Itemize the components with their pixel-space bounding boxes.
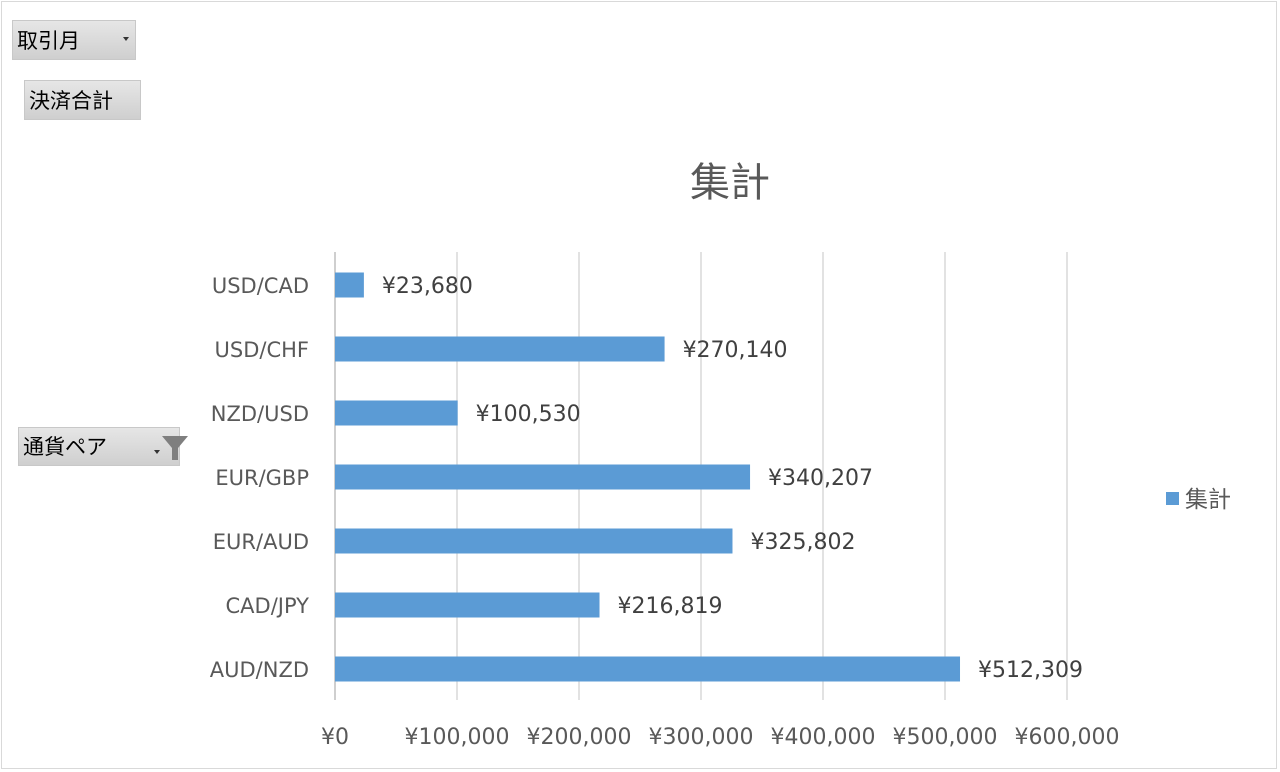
filter-icon[interactable] [160, 434, 190, 462]
legend-label: 集計 [1185, 487, 1231, 513]
bar [335, 464, 751, 490]
x-tick-label: ¥300,000 [649, 725, 754, 750]
legend: 集計 [1166, 480, 1231, 513]
bar [335, 400, 458, 426]
bar [335, 272, 364, 298]
x-tick-label: ¥100,000 [405, 725, 510, 750]
pair-filter-button[interactable]: 通貨ペア [18, 427, 188, 466]
category-label: AUD/NZD [210, 658, 309, 682]
data-label: ¥325,802 [750, 530, 855, 555]
category-label: EUR/GBP [215, 466, 309, 490]
x-tick-label: ¥500,000 [893, 725, 998, 750]
month-filter-button[interactable]: 取引月 [12, 20, 136, 60]
category-label: USD/CAD [212, 274, 309, 298]
chart-title: 集計 [690, 160, 770, 206]
bar [335, 528, 733, 554]
data-label: ¥270,140 [683, 338, 788, 363]
x-tick-label: ¥600,000 [1015, 725, 1120, 750]
category-label: CAD/JPY [226, 594, 310, 618]
chevron-down-icon[interactable] [154, 450, 160, 454]
category-label: USD/CHF [215, 338, 309, 362]
bar [335, 656, 961, 682]
category-label: EUR/AUD [213, 530, 309, 554]
x-tick-label: ¥0 [321, 725, 349, 750]
x-tick-label: ¥200,000 [527, 725, 632, 750]
bar [335, 592, 600, 618]
category-label: NZD/USD [211, 402, 309, 426]
values-field-button[interactable]: 決済合計 [24, 80, 141, 120]
data-label: ¥340,207 [768, 466, 873, 491]
x-tick-label: ¥400,000 [771, 725, 876, 750]
month-filter-label: 取引月 [17, 29, 80, 53]
chevron-down-icon[interactable] [123, 37, 129, 41]
data-label: ¥23,680 [382, 274, 473, 299]
values-field-label: 決済合計 [29, 89, 113, 113]
data-label: ¥100,530 [476, 402, 581, 427]
pair-filter-label: 通貨ペア [23, 435, 107, 459]
bar [335, 336, 665, 362]
data-label: ¥512,309 [978, 658, 1083, 683]
legend-swatch [1166, 492, 1179, 505]
data-label: ¥216,819 [618, 594, 723, 619]
